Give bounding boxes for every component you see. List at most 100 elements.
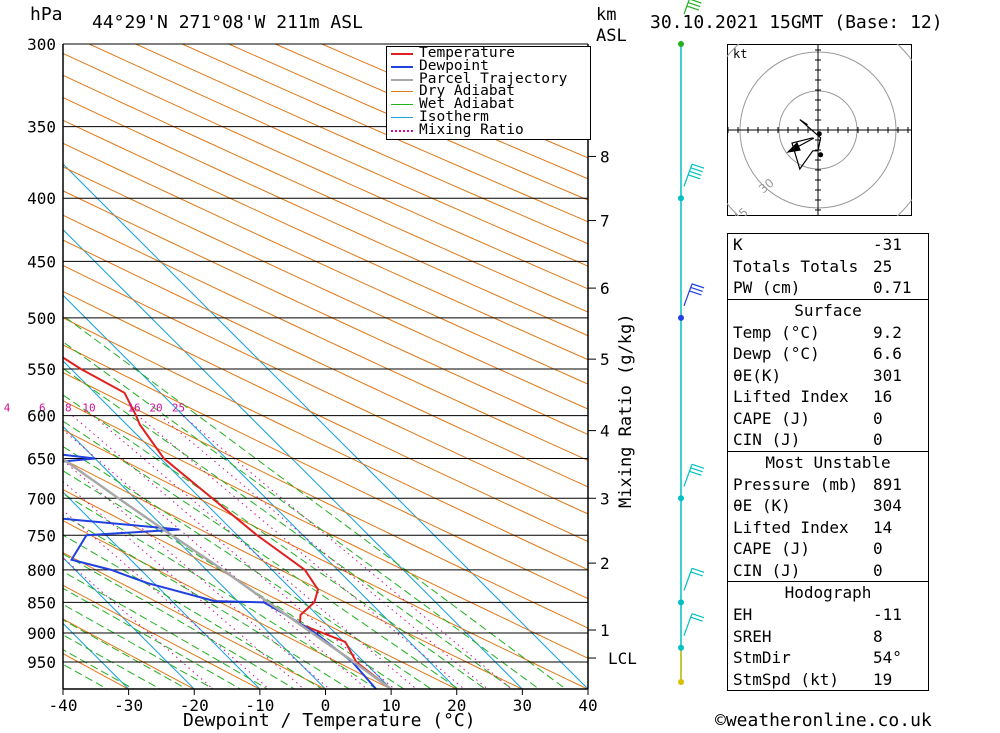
index-value: 9.2	[873, 322, 902, 342]
dry-adiabat-line	[134, 44, 588, 245]
pressure-tick-label: 350	[27, 118, 56, 137]
km-tick-label: 5	[600, 350, 610, 369]
dry-adiabat-line	[63, 552, 327, 689]
index-name: θE (K)	[733, 496, 791, 515]
wind-barb-feather	[690, 571, 703, 577]
index-name: StmSpd (kt)	[733, 669, 839, 689]
dry-adiabat-line	[63, 74, 588, 313]
index-row: Pressure (mb) 891	[728, 474, 928, 496]
mixing-ratio-axis-title: Mixing Ratio (g/kg)	[616, 313, 636, 508]
index-value: 54°	[873, 648, 902, 667]
legend-label: Temperature	[419, 45, 516, 61]
index-row: StmSpd (kt) 19	[728, 669, 928, 691]
x-tick-label: 30	[513, 696, 532, 715]
dry-adiabat-line	[63, 520, 392, 689]
wind-level-marker	[678, 679, 684, 685]
mixing-ratio-line	[159, 415, 489, 689]
legend-item-parcel: Parcel Trajectory	[387, 70, 590, 87]
index-row: Totals Totals 25	[728, 256, 928, 278]
wind-barb-feather	[691, 283, 705, 289]
wind-barb	[683, 567, 705, 591]
wind-barb-feather	[690, 286, 703, 292]
legend-label: Parcel Trajectory	[419, 70, 568, 87]
legend-item-mixing-ratio: Mixing Ratio	[387, 121, 590, 138]
legend-label: Mixing Ratio	[419, 121, 524, 138]
pressure-tick-label: 400	[27, 189, 56, 208]
legend-label: Dry Adiabat	[419, 83, 516, 100]
wind-barb-feather	[687, 1, 701, 8]
dry-adiabat-line	[63, 458, 523, 689]
index-name: Temp (°C)	[733, 322, 820, 342]
storm-motion-arrow	[786, 137, 815, 153]
wind-barb-staff	[683, 568, 693, 591]
mixing-ratio-line	[137, 415, 465, 689]
index-value: 301	[873, 365, 902, 385]
mixing-ratio-line	[63, 429, 368, 689]
legend-label: Wet Adiabat	[419, 96, 516, 113]
index-name: PW (cm)	[733, 278, 801, 297]
km-axis-unit: km	[596, 5, 617, 25]
index-row: CAPE (J) 0	[728, 538, 928, 560]
wind-barb-feather	[691, 567, 705, 573]
index-row: CAPE (J) 0	[728, 408, 928, 430]
hodograph-ring-label: 45	[730, 205, 751, 216]
index-name: SREH	[733, 626, 772, 646]
index-value: 14	[873, 517, 893, 537]
pressure-tick-label: 700	[27, 489, 56, 508]
wind-barb-feather	[689, 170, 702, 176]
pressure-tick-label: 600	[27, 407, 56, 426]
wind-level-marker	[678, 314, 684, 321]
wet-adiabat-line	[63, 571, 269, 689]
wind-barb-feather	[691, 613, 705, 619]
index-row: Dewp (°C) 6.6	[728, 343, 928, 365]
index-value: 16	[873, 387, 893, 406]
wind-barb	[683, 163, 705, 187]
wind-barb	[683, 283, 705, 307]
dry-adiabat-line	[63, 618, 195, 689]
wet-adiabat-line	[63, 394, 487, 689]
x-axis-title: Dewpoint / Temperature (°C)	[183, 710, 476, 731]
pressure-tick-label: 650	[27, 450, 56, 469]
wind-barb-feather	[686, 5, 700, 11]
mixing-ratio-label: 25	[172, 402, 185, 415]
km-tick-label: 1	[600, 621, 610, 640]
x-tick-label: 20	[447, 696, 466, 715]
dry-adiabat-line	[63, 166, 588, 410]
index-value: 0.71	[873, 278, 912, 297]
dry-adiabat-line	[63, 142, 588, 385]
pressure-tick-label: 550	[27, 360, 56, 379]
x-tick-label: 40	[578, 696, 597, 715]
index-row: EH -11	[728, 604, 928, 626]
wet-adiabat-line	[63, 315, 567, 689]
wind-barb-staff	[683, 464, 693, 487]
isotherm-line	[63, 491, 261, 689]
wind-barb-staff	[683, 613, 693, 636]
mixing-ratio-line	[63, 480, 305, 689]
index-row: K -31	[728, 234, 928, 256]
dry-adiabat-line	[63, 584, 261, 689]
pressure-tick-label: 750	[27, 526, 56, 545]
location-title: 44°29'N 271°08'W 211m ASL	[92, 12, 363, 33]
pressure-tick-label: 450	[27, 252, 56, 271]
x-tick-label: 10	[381, 696, 400, 715]
hodograph-point	[816, 131, 822, 137]
pressure-tick-label: 850	[27, 593, 56, 612]
index-row: StmDir 54°	[728, 647, 928, 669]
wet-adiabat-line	[63, 553, 296, 689]
dry-adiabat-line	[63, 429, 588, 689]
wind-barb-feather	[690, 467, 703, 473]
wind-level-marker	[678, 41, 684, 47]
dry-adiabat-line	[63, 239, 588, 488]
index-name: CAPE (J)	[733, 539, 811, 558]
wind-barb-staff	[683, 283, 693, 307]
index-row: Lifted Index 14	[728, 517, 928, 539]
index-value: 0	[873, 430, 883, 449]
indices-panel: K -31 Totals Totals 25 PW (cm) 0.71 Surface…	[727, 233, 929, 691]
mixing-ratio-label: 8	[65, 402, 72, 415]
pressure-tick-label: 500	[27, 309, 56, 328]
km-tick-label: 2	[600, 554, 610, 573]
copyright-link[interactable]: ©weatheronline.co.uk	[715, 710, 932, 731]
index-value: 0	[873, 408, 883, 428]
